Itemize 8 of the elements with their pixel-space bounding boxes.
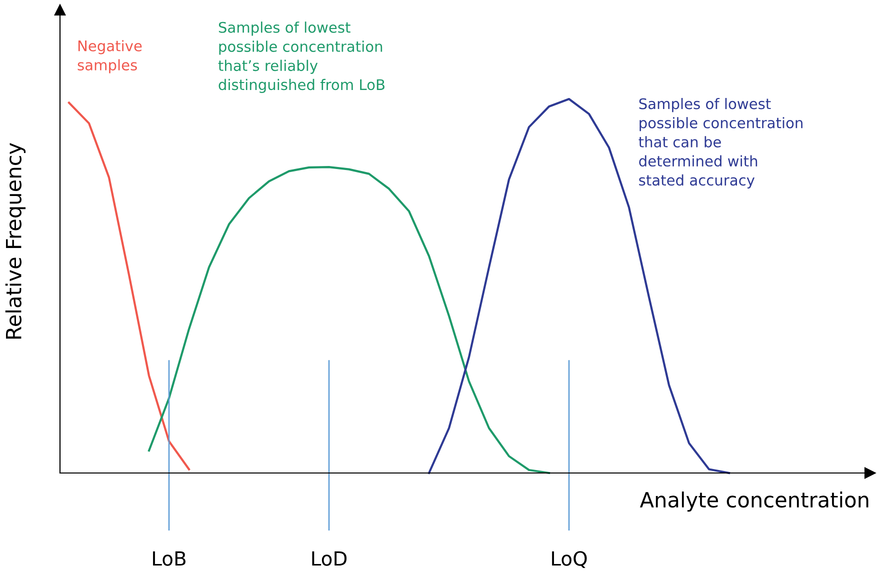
series-label: Samples of lowest possible concentration that can be determined with stated accuracy [638,98,802,188]
text: Negative samples [78,40,142,74]
x-tick-label: LoB [153,551,186,566]
x-tick-label: LoD [312,551,347,566]
text: Samples of lowest possible concentration that’s reliably distinguished from LoB [218,22,384,93]
y-axis-title: Relative Frequency [5,142,26,339]
x-axis-title: Analyte concentration [640,492,868,512]
x-tick-label: LoQ [552,551,587,568]
